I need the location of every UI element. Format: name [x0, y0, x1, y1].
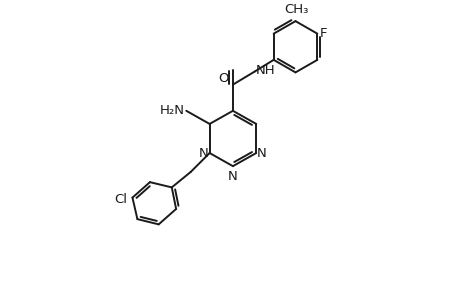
Text: N: N [199, 146, 208, 160]
Text: N: N [228, 170, 237, 183]
Text: CH₃: CH₃ [283, 3, 308, 16]
Text: NH: NH [256, 64, 275, 77]
Text: Cl: Cl [114, 193, 127, 206]
Text: O: O [218, 72, 229, 85]
Text: H₂N: H₂N [160, 104, 185, 117]
Text: N: N [257, 146, 266, 160]
Text: F: F [319, 27, 326, 40]
